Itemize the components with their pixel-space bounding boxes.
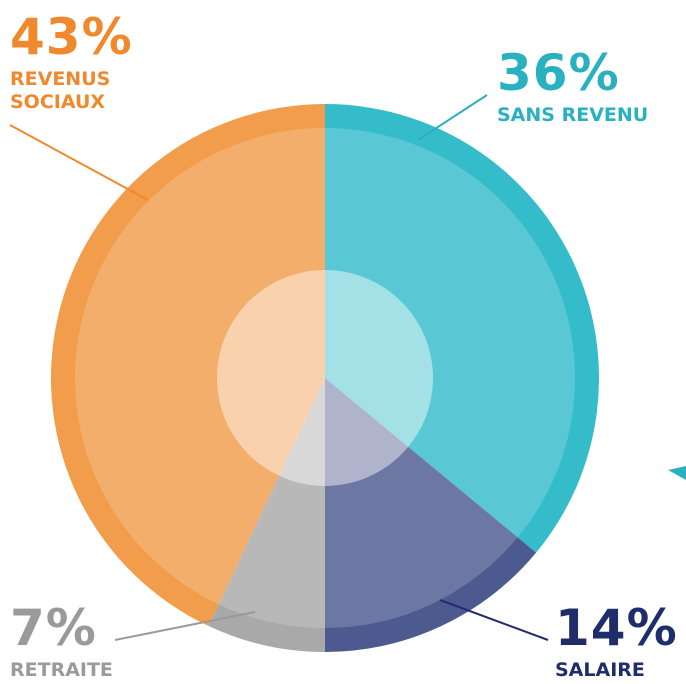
slice-inner-shade <box>325 378 518 628</box>
pie-slice <box>325 378 537 652</box>
slice-label: 14% SALAIRE <box>555 603 678 682</box>
slice-label: 36% SANS REVENU <box>497 48 648 127</box>
center-highlight <box>217 270 433 486</box>
value-label: 7% <box>10 599 97 657</box>
slice-label: 43% REVENUS SOCIAUX <box>10 12 150 114</box>
slice-inner-shade <box>75 128 325 605</box>
leader-line <box>439 599 549 641</box>
edge-marker <box>668 466 686 480</box>
leader-line <box>9 124 149 201</box>
category-label: REVENUS SOCIAUX <box>10 68 111 113</box>
slice-inner-shade <box>325 128 575 538</box>
leader-line <box>417 94 488 141</box>
category-label: SANS REVENU <box>497 104 649 126</box>
leader-line <box>114 611 256 641</box>
value-label: 14% <box>555 599 678 657</box>
pie-slice <box>50 104 326 626</box>
slice-inner-shade <box>218 378 325 628</box>
pie-slice <box>325 104 599 553</box>
value-label: 43% <box>10 8 133 66</box>
category-label: RETRAITE <box>10 659 113 681</box>
category-label: SALAIRE <box>555 659 645 681</box>
value-label: 36% <box>497 44 620 102</box>
slice-label: 7% RETRAITE <box>10 603 113 682</box>
pie-slice <box>208 378 325 652</box>
